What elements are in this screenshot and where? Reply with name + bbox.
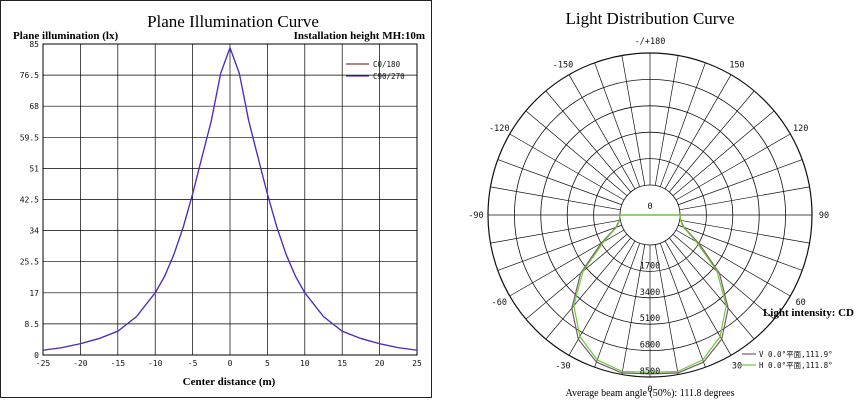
- polar-spoke: [497, 224, 622, 271]
- y-tick-label: 0: [34, 351, 39, 360]
- polar-spoke: [675, 133, 791, 201]
- polar-grid: [487, 52, 813, 378]
- polar-ring: [566, 131, 734, 299]
- polar-ring: [593, 158, 707, 272]
- angle-labels: -/+180 150 120 90 60 30 0 -30 -60 -90 -120 -150: [468, 37, 829, 395]
- angle-label: 0: [647, 385, 652, 395]
- polar-spoke: [525, 234, 628, 320]
- y-tick-label: 8.5: [25, 320, 40, 329]
- chart-title: Plane Illumination Curve: [147, 12, 319, 31]
- polar-spoke: [669, 237, 755, 340]
- polar-series: [571, 214, 729, 375]
- ring-label: 1700: [640, 261, 660, 271]
- plane-illumination-panel: Plane Illumination Curve Plane illuminat…: [0, 0, 432, 398]
- x-tick-label: -15: [111, 359, 126, 368]
- y-axis-label: Plane illumination (lx): [13, 30, 118, 42]
- polar-spoke: [497, 159, 622, 206]
- ring-label: 5100: [640, 314, 660, 324]
- polar-legend-label: H 0.0°平面,111.8°: [759, 361, 833, 370]
- polar-spoke: [654, 244, 679, 375]
- polar-spoke: [594, 243, 641, 368]
- intensity-label: Light intensity: CD: [763, 307, 854, 319]
- ring-label: 0: [647, 202, 652, 212]
- angle-label: -120: [489, 124, 509, 134]
- tick-labels: -25 -20 -15 -10 -5 0 5 10 15 20 25 0 8.5 17 25.5 34 42.5…: [20, 40, 422, 368]
- angle-label: -60: [492, 298, 507, 308]
- polar-spoke: [509, 133, 625, 201]
- x-tick-label: 25: [412, 359, 422, 368]
- y-tick-label: 25.5: [20, 258, 39, 267]
- angle-label: 60: [796, 298, 806, 308]
- light-distribution-panel: Light Distribution Curve -/+180 150 120 90 6…: [434, 0, 860, 400]
- polar-spoke: [659, 243, 706, 368]
- polar-legend: V 0.0°平面,111.9° H 0.0°平面,111.8°: [742, 350, 833, 370]
- angle-label: 150: [729, 60, 744, 70]
- x-tick-label: 0: [228, 359, 233, 368]
- angle-label: -90: [468, 211, 483, 221]
- y-tick-label: 85: [29, 40, 39, 49]
- ring-label: 3400: [640, 288, 660, 298]
- angle-label: 30: [732, 362, 742, 372]
- ring-label: 8500: [640, 367, 660, 377]
- x-tick-label: 20: [375, 359, 385, 368]
- plane-illumination-chart: Plane Illumination Curve Plane illuminat…: [13, 12, 425, 388]
- polar-ring: [487, 52, 813, 378]
- series-line-1: [42, 45, 418, 351]
- x-tick-label: -20: [73, 359, 88, 368]
- y-tick-label: 42.5: [20, 196, 39, 205]
- ring-labels: 0 1700 3400 5100 6800 8500: [640, 202, 660, 377]
- series-lines: [42, 45, 418, 351]
- polar-spoke: [672, 234, 775, 320]
- polar-spoke: [678, 159, 803, 206]
- x-tick-label: 5: [265, 359, 270, 368]
- polar-spoke: [490, 186, 621, 211]
- polar-spoke: [672, 110, 775, 196]
- legend-label: C90/270: [373, 72, 405, 81]
- y-tick-label: 59.5: [20, 133, 39, 142]
- polar-spoke: [654, 55, 679, 186]
- y-tick-label: 51: [29, 164, 39, 173]
- polar-spoke: [679, 219, 810, 244]
- grid-lines: [42, 43, 418, 356]
- x-tick-label: 15: [337, 359, 347, 368]
- angle-label: 120: [793, 124, 808, 134]
- y-tick-label: 76.5: [20, 71, 39, 80]
- installation-height-annotation: Installation height MH:10m: [294, 30, 425, 42]
- angle-label: -150: [553, 60, 573, 70]
- y-tick-label: 17: [29, 289, 39, 298]
- polar-spoke: [545, 90, 631, 193]
- x-tick-label: -5: [188, 359, 198, 368]
- beam-angle-footer: Average beam angle (50%): 111.8 degrees: [566, 388, 735, 399]
- polar-ring: [540, 105, 760, 325]
- polar-spoke: [490, 219, 621, 244]
- polar-spoke: [664, 74, 732, 190]
- polar-spoke: [621, 244, 646, 375]
- x-tick-label: -10: [148, 359, 163, 368]
- polar-spoke: [678, 224, 803, 271]
- polar-spoke: [669, 90, 755, 193]
- polar-legend-label: V 0.0°平面,111.9°: [759, 350, 833, 359]
- legend-label: C0/180: [373, 60, 401, 69]
- angle-label: 90: [819, 211, 829, 221]
- polar-ring: [513, 78, 787, 352]
- polar-spoke: [621, 55, 646, 186]
- y-tick-label: 68: [29, 102, 39, 111]
- angle-label: -/+180: [635, 37, 666, 47]
- polar-series-line-1: [573, 214, 727, 373]
- angle-label: -30: [555, 362, 570, 372]
- polar-spoke: [568, 74, 636, 190]
- polar-spoke: [545, 237, 631, 340]
- x-tick-label: -25: [36, 359, 51, 368]
- polar-spoke: [679, 186, 810, 211]
- ring-label: 6800: [640, 341, 660, 351]
- legend: C0/180 C90/270: [346, 60, 405, 81]
- light-distribution-chart: Light Distribution Curve -/+180 150 120 90 6…: [468, 9, 854, 399]
- polar-spoke: [594, 62, 641, 187]
- polar-spoke: [659, 62, 706, 187]
- polar-title: Light Distribution Curve: [565, 9, 734, 28]
- polar-spoke: [525, 110, 628, 196]
- x-axis-label: Center distance (m): [183, 376, 276, 388]
- x-tick-label: 10: [300, 359, 310, 368]
- y-tick-label: 34: [29, 227, 39, 236]
